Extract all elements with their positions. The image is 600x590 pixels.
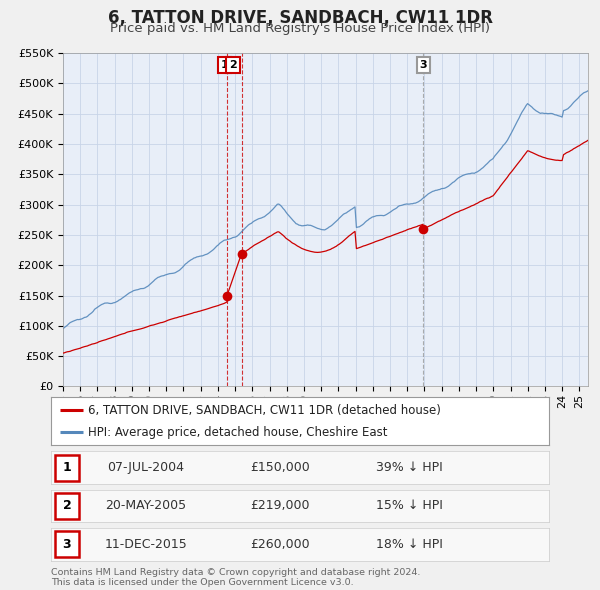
Text: 3: 3 (419, 60, 427, 70)
FancyBboxPatch shape (55, 493, 79, 519)
Text: 1: 1 (221, 60, 229, 70)
Text: 2: 2 (62, 499, 71, 513)
Text: 3: 3 (62, 537, 71, 551)
Text: Contains HM Land Registry data © Crown copyright and database right 2024.
This d: Contains HM Land Registry data © Crown c… (51, 568, 421, 587)
Text: £150,000: £150,000 (250, 461, 310, 474)
Text: 15% ↓ HPI: 15% ↓ HPI (376, 499, 443, 513)
Text: 18% ↓ HPI: 18% ↓ HPI (376, 537, 443, 551)
Text: 11-DEC-2015: 11-DEC-2015 (104, 537, 187, 551)
Text: 6, TATTON DRIVE, SANDBACH, CW11 1DR: 6, TATTON DRIVE, SANDBACH, CW11 1DR (107, 9, 493, 27)
Text: HPI: Average price, detached house, Cheshire East: HPI: Average price, detached house, Ches… (88, 426, 388, 439)
Text: 20-MAY-2005: 20-MAY-2005 (105, 499, 186, 513)
Text: 6, TATTON DRIVE, SANDBACH, CW11 1DR (detached house): 6, TATTON DRIVE, SANDBACH, CW11 1DR (det… (88, 404, 441, 417)
Text: £219,000: £219,000 (250, 499, 310, 513)
FancyBboxPatch shape (55, 532, 79, 557)
Text: 39% ↓ HPI: 39% ↓ HPI (376, 461, 443, 474)
Text: 07-JUL-2004: 07-JUL-2004 (107, 461, 184, 474)
Text: Price paid vs. HM Land Registry's House Price Index (HPI): Price paid vs. HM Land Registry's House … (110, 22, 490, 35)
Text: £260,000: £260,000 (250, 537, 310, 551)
Text: 2: 2 (229, 60, 237, 70)
Text: 1: 1 (62, 461, 71, 474)
FancyBboxPatch shape (55, 454, 79, 480)
